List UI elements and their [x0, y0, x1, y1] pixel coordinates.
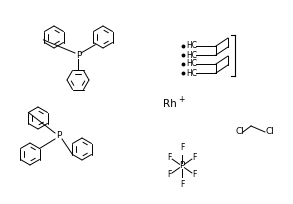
- Text: HC: HC: [186, 69, 197, 78]
- Text: +: +: [178, 95, 184, 104]
- Text: Cl: Cl: [236, 128, 245, 136]
- Text: HC: HC: [186, 41, 197, 51]
- Text: P: P: [56, 132, 62, 141]
- Text: HC: HC: [186, 51, 197, 60]
- Text: P: P: [76, 51, 82, 61]
- Text: F: F: [193, 153, 197, 162]
- Text: F: F: [180, 180, 184, 189]
- Text: HC: HC: [186, 60, 197, 69]
- Text: Cl: Cl: [265, 128, 274, 136]
- Text: Rh: Rh: [163, 99, 177, 109]
- Text: P: P: [179, 162, 185, 171]
- Text: F: F: [193, 170, 197, 179]
- Text: F: F: [167, 170, 171, 179]
- Text: F: F: [167, 153, 171, 162]
- Text: F: F: [180, 143, 184, 152]
